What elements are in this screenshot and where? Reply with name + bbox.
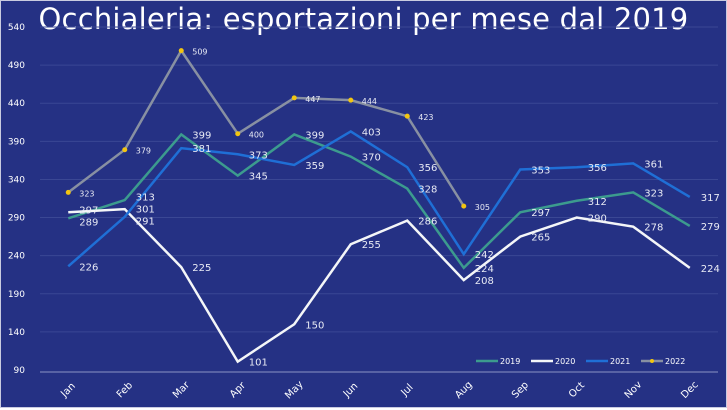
data-label-2021: 356 bbox=[588, 163, 607, 174]
x-tick-label: Nov bbox=[623, 379, 645, 401]
data-point-2022 bbox=[65, 189, 71, 195]
data-label-2021: 381 bbox=[192, 144, 211, 155]
x-tick-label: Dec bbox=[679, 379, 700, 400]
x-tick-label: Mar bbox=[171, 379, 193, 401]
data-label-2021: 291 bbox=[136, 217, 155, 228]
data-point-2022 bbox=[235, 131, 241, 137]
data-label-2022: 305 bbox=[475, 203, 490, 212]
x-tick-label: Jul bbox=[399, 382, 416, 399]
x-tick-label: Aug bbox=[453, 379, 475, 401]
x-tick-label: Oct bbox=[567, 380, 587, 400]
data-label-2021: 226 bbox=[79, 262, 98, 273]
data-label-2022: 323 bbox=[79, 189, 94, 198]
x-tick-label: Sep bbox=[510, 380, 531, 401]
x-tick-label: Jun bbox=[341, 381, 361, 401]
data-label-2021: 317 bbox=[701, 193, 720, 204]
data-label-2019: 323 bbox=[644, 188, 663, 199]
data-label-2020: 290 bbox=[588, 214, 607, 225]
y-tick-label: 340 bbox=[8, 175, 25, 185]
x-tick-label: Apr bbox=[228, 380, 249, 401]
data-label-2021: 373 bbox=[249, 150, 268, 161]
data-label-2022: 379 bbox=[136, 147, 151, 156]
series-line-2022 bbox=[67, 48, 465, 207]
data-point-2022 bbox=[404, 113, 410, 119]
data-label-2019: 370 bbox=[362, 153, 381, 164]
data-label-2019: 279 bbox=[701, 222, 720, 233]
data-label-2019: 399 bbox=[305, 130, 324, 141]
y-tick-label: 140 bbox=[8, 328, 25, 338]
data-label-2021: 359 bbox=[305, 161, 324, 172]
data-label-2020: 224 bbox=[701, 264, 720, 275]
data-label-2019: 297 bbox=[531, 208, 550, 219]
data-point-2022 bbox=[122, 147, 128, 153]
y-tick-label: 240 bbox=[8, 252, 25, 262]
data-label-2019: 289 bbox=[79, 217, 98, 228]
series-line-2020 bbox=[68, 207, 691, 364]
data-label-2020: 286 bbox=[418, 217, 437, 228]
legend-label-2021: 2021 bbox=[610, 357, 630, 366]
data-label-2020: 255 bbox=[362, 240, 381, 251]
data-label-2022: 447 bbox=[305, 95, 320, 104]
data-label-2022: 423 bbox=[418, 113, 433, 122]
y-tick-label: 90 bbox=[14, 366, 26, 376]
data-point-2022 bbox=[461, 203, 467, 209]
data-label-2019: 328 bbox=[418, 185, 437, 196]
data-label-2020: 225 bbox=[192, 263, 211, 274]
legend-label-2020: 2020 bbox=[555, 357, 575, 366]
data-point-2022 bbox=[178, 48, 184, 54]
data-label-2020: 101 bbox=[249, 358, 268, 369]
x-tick-label: May bbox=[283, 379, 305, 401]
data-label-2021: 403 bbox=[362, 127, 381, 138]
y-tick-label: 440 bbox=[8, 99, 25, 109]
x-tick-label: Jan bbox=[58, 381, 77, 400]
data-label-2019: 345 bbox=[249, 172, 268, 183]
data-point-2022 bbox=[291, 95, 297, 101]
data-label-2021: 356 bbox=[418, 163, 437, 174]
data-label-2021: 353 bbox=[531, 166, 550, 177]
x-tick-label: Feb bbox=[115, 380, 135, 400]
data-label-2019: 399 bbox=[192, 130, 211, 141]
data-label-2019: 224 bbox=[475, 264, 494, 275]
series-line-2019 bbox=[67, 132, 691, 270]
legend-label-2019: 2019 bbox=[500, 357, 520, 366]
y-tick-label: 490 bbox=[8, 61, 25, 71]
data-label-2021: 361 bbox=[644, 159, 663, 170]
data-label-2020: 297 bbox=[79, 205, 98, 216]
data-label-2019: 313 bbox=[136, 193, 155, 204]
chart-title: Occhialeria: esportazioni per mese dal 2… bbox=[38, 2, 689, 36]
data-label-2020: 150 bbox=[305, 320, 324, 331]
data-label-2022: 509 bbox=[192, 48, 207, 57]
y-tick-label: 390 bbox=[8, 137, 25, 147]
legend-marker-2022 bbox=[650, 359, 654, 363]
data-label-2020: 278 bbox=[644, 223, 663, 234]
data-label-2022: 400 bbox=[249, 131, 264, 140]
data-label-2020: 301 bbox=[136, 205, 155, 216]
y-tick-label: 290 bbox=[8, 214, 25, 224]
data-label-2020: 265 bbox=[531, 233, 550, 244]
data-label-2019: 312 bbox=[588, 197, 607, 208]
data-label-2020: 208 bbox=[475, 276, 494, 287]
y-tick-label: 190 bbox=[8, 290, 25, 300]
data-label-2022: 444 bbox=[362, 97, 377, 106]
legend-label-2022: 2022 bbox=[665, 357, 685, 366]
series-line-2021 bbox=[67, 129, 691, 268]
data-point-2022 bbox=[348, 97, 354, 103]
y-tick-label: 540 bbox=[8, 23, 25, 33]
data-label-2021: 242 bbox=[475, 250, 494, 261]
